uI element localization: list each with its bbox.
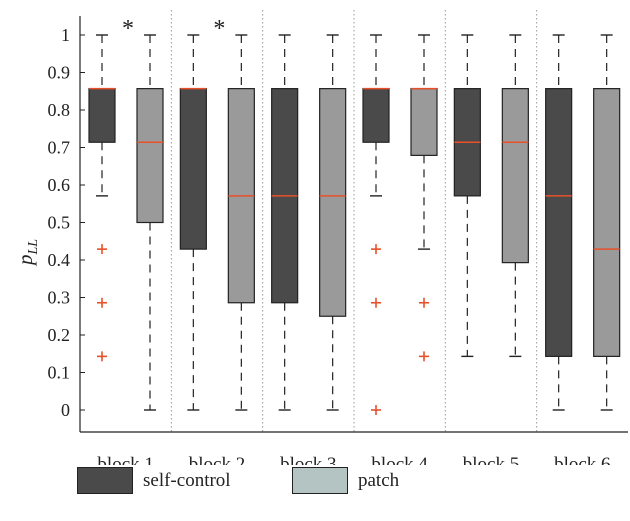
- box-self-control-1: [88, 34, 116, 362]
- x-tick-label: block 6: [554, 454, 610, 465]
- box-iqr: [593, 88, 621, 357]
- y-tick-label: 0.2: [48, 325, 71, 345]
- legend: self-control patch: [0, 467, 630, 507]
- box-iqr: [410, 88, 438, 156]
- x-tick-label: block 3: [280, 454, 336, 465]
- box-self-control-4: [362, 34, 390, 415]
- box-self-control-6: [545, 34, 573, 411]
- y-tick-label: 0.6: [48, 175, 71, 195]
- legend-label-patch: patch: [358, 469, 400, 491]
- box-patch-5: [501, 34, 529, 358]
- boxes: [88, 34, 621, 415]
- box-iqr: [136, 88, 164, 224]
- significance-marker: *: [122, 16, 134, 42]
- box-iqr: [88, 88, 116, 143]
- box-patch-1: [136, 34, 164, 411]
- box-patch-4: [410, 34, 438, 362]
- y-axis-label-subscript: LL: [26, 239, 41, 256]
- legend-swatch-patch: [292, 467, 348, 494]
- box-iqr: [545, 88, 573, 357]
- y-axis: 0 0.1 0.2 0.3 0.4 0.5 0.6 0.7 0.8 0.9 1: [48, 16, 628, 433]
- legend-item-self-control: self-control: [77, 467, 231, 494]
- y-axis-label: pLL: [13, 239, 41, 267]
- x-tick-label: block 5: [463, 454, 519, 465]
- box-iqr: [319, 88, 347, 317]
- legend-item-patch: patch: [292, 467, 399, 494]
- y-tick-label: 0.1: [48, 363, 71, 383]
- block-separators: [170, 10, 538, 432]
- y-axis-label-main: p: [13, 255, 37, 268]
- x-tick-label: block 1: [97, 454, 153, 465]
- x-axis-labels: block 1 * block 2 * block 3 block 4 block 5 blo…: [97, 16, 610, 465]
- x-tick-label: block 2: [189, 454, 245, 465]
- box-self-control-2: [179, 34, 207, 411]
- box-iqr: [501, 88, 529, 264]
- x-tick-label: block 4: [371, 454, 428, 465]
- box-iqr: [362, 88, 390, 143]
- y-tick-label: 1: [61, 25, 70, 45]
- y-tick-label: 0.7: [48, 138, 71, 158]
- y-tick-label: 0: [61, 400, 70, 420]
- legend-swatch-self-control: [77, 467, 133, 494]
- y-tick-label: 0.9: [48, 63, 71, 83]
- box-patch-2: [227, 34, 255, 411]
- y-tick-label: 0.3: [48, 288, 71, 308]
- box-iqr: [179, 88, 207, 250]
- y-tick-label: 0.5: [48, 213, 71, 233]
- box-plot-chart: 00.10.20.30.40.50.60.70.80.91 block 1*bl…: [13, 10, 628, 465]
- legend-label-self-control: self-control: [143, 469, 231, 491]
- box-self-control-5: [453, 34, 481, 358]
- y-tick-label: 0.4: [48, 250, 71, 270]
- box-patch-3: [319, 34, 347, 411]
- significance-marker: *: [213, 16, 225, 42]
- box-self-control-3: [271, 34, 299, 411]
- y-tick-label: 0.8: [48, 100, 71, 120]
- box-patch-6: [593, 34, 621, 411]
